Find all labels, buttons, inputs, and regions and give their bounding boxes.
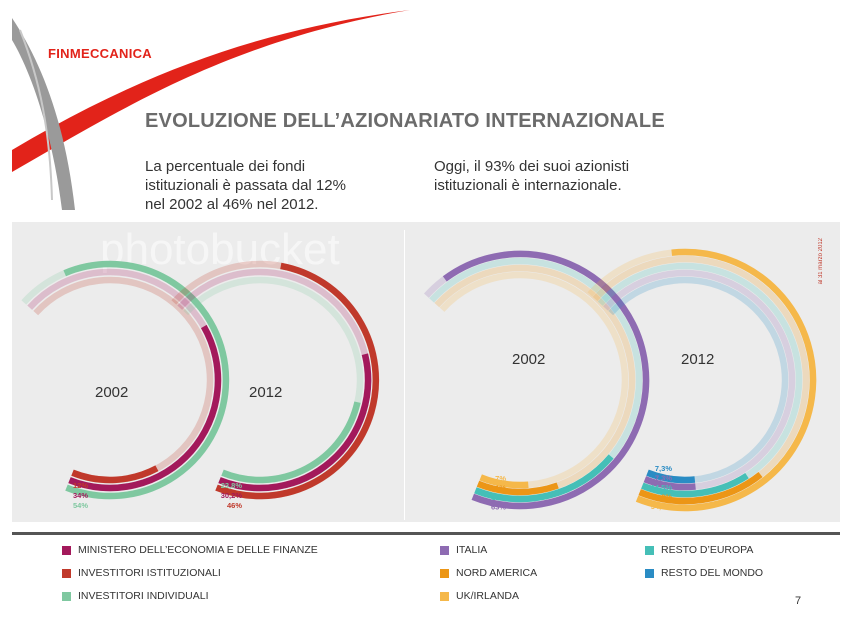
- legend-swatch: [440, 591, 449, 601]
- ring-value-label: 12%: [73, 481, 88, 490]
- ring-arc: [638, 472, 763, 505]
- ring-arc: [641, 472, 749, 498]
- page-number: 7: [795, 595, 802, 607]
- ring-arc: [479, 474, 529, 489]
- ring-value-label: 7,3%: [655, 474, 672, 483]
- ring-track: [33, 276, 214, 484]
- ring-value-label: 19%: [491, 493, 506, 502]
- legend-swatch: [645, 545, 654, 555]
- ring-arc: [63, 260, 230, 500]
- legend-swatch: [645, 568, 654, 578]
- ring-value-label: 11%: [491, 484, 506, 493]
- grey-swoosh-thin: [19, 29, 53, 201]
- legend-item: NORD AMERICA: [440, 566, 537, 580]
- legend-label: MINISTERO DELL’ECONOMIA E DELLE FINANZE: [78, 544, 318, 556]
- ring-arc: [68, 324, 222, 492]
- legend-item: INVESTITORI ISTITUZIONALI: [62, 566, 221, 580]
- legend-item: ITALIA: [440, 543, 487, 557]
- legend-item: MINISTERO DELL’ECONOMIA E DELLE FINANZE: [62, 543, 318, 557]
- ring-value-label: 16,0%: [651, 493, 673, 502]
- legend-swatch: [440, 545, 449, 555]
- ring-arc: [215, 262, 380, 500]
- intro-left-line: nel 2002 al 46% nel 2012.: [145, 196, 319, 213]
- intro-left: La percentuale dei fondi istituzionali è…: [145, 157, 346, 214]
- legend-swatch: [62, 591, 71, 601]
- legend-swatch: [440, 568, 449, 578]
- ring-value-label: 14,5%: [651, 483, 673, 492]
- page-title: EVOLUZIONE DELL’AZIONARIATO INTERNAZIONA…: [145, 110, 665, 132]
- legend-label: RESTO D’EUROPA: [661, 544, 754, 556]
- year-label-2002-a: 2002: [95, 384, 129, 401]
- brand-logo: FINMECCANICA: [48, 46, 152, 61]
- legend-swatch: [62, 568, 71, 578]
- legend-label: RESTO DEL MONDO: [661, 567, 764, 579]
- legend-item: INVESTITORI INDIVIDUALI: [62, 589, 209, 603]
- chart-divider: [404, 230, 405, 520]
- ring-track: [439, 271, 629, 489]
- ring-value-label: 7%: [495, 474, 506, 483]
- ring-arc: [442, 250, 650, 510]
- ring-arc: [646, 469, 696, 484]
- ring-arc: [643, 476, 696, 491]
- ring-arc: [221, 401, 361, 484]
- intro-left-line: La percentuale dei fondi: [145, 158, 306, 175]
- year-label-2002-b: 2002: [512, 351, 546, 368]
- intro-right-line: Oggi, il 93% dei suoi azionisti: [434, 158, 630, 175]
- legend-item: RESTO DEL MONDO: [645, 566, 763, 580]
- ring-arc: [71, 465, 159, 484]
- ring-value-label: 63%: [491, 503, 506, 512]
- legend-swatch: [62, 545, 71, 555]
- ring-value-label: 23,8%: [221, 481, 243, 490]
- ring-value-label: 54,9%: [651, 502, 673, 511]
- intro-right: Oggi, il 93% dei suoi azionisti istituzi…: [434, 157, 629, 195]
- legend-label: INVESTITORI INDIVIDUALI: [78, 590, 209, 602]
- legend-label: NORD AMERICA: [456, 567, 538, 579]
- legend-label: ITALIA: [456, 544, 488, 556]
- year-label-2012-b: 2012: [681, 351, 715, 368]
- ring-value-label: 34%: [73, 491, 88, 500]
- ring-track: [603, 269, 796, 491]
- intro-right-line: istituzionali è internazionale.: [434, 177, 622, 194]
- legend-label: UK/IRLANDA: [456, 590, 520, 602]
- ring-value-label: 7,3%: [655, 464, 672, 473]
- legend-item: RESTO D’EUROPA: [645, 543, 753, 557]
- ring-track: [608, 276, 789, 484]
- ring-arc: [476, 480, 559, 496]
- logo-text: FINMECCANICA: [48, 46, 152, 61]
- ring-arc: [635, 248, 817, 512]
- ring-value-label: 54%: [73, 501, 88, 510]
- legend-label: INVESTITORI ISTITUZIONALI: [78, 567, 221, 579]
- ring-arc: [474, 454, 614, 503]
- ring-arc: [218, 353, 372, 492]
- intro-left-line: istituzionali è passata dal 12%: [145, 177, 346, 194]
- ring-value-label: 46%: [227, 501, 242, 510]
- year-label-2012-a: 2012: [249, 384, 283, 401]
- ring-value-label: 30,2%: [221, 491, 243, 500]
- chart-baseline: [12, 532, 840, 535]
- legend-item: UK/IRLANDA: [440, 589, 519, 603]
